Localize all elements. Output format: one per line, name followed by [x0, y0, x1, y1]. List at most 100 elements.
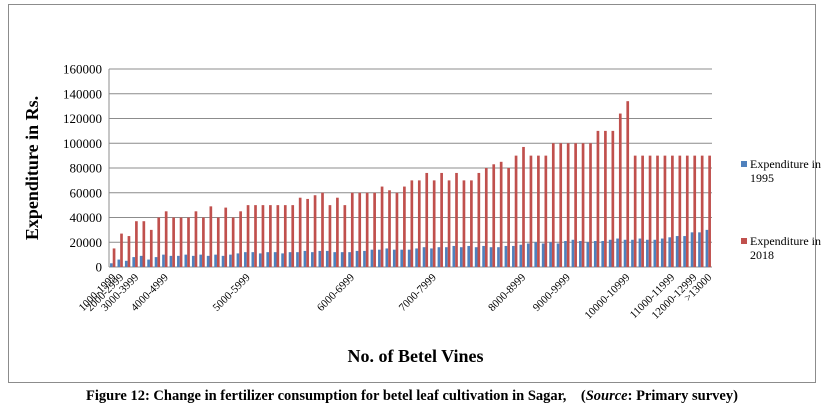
y-tick-label: 120000 — [63, 111, 102, 126]
bar-2018 — [209, 206, 213, 267]
bar-1995 — [392, 249, 396, 267]
bar-1995 — [512, 245, 515, 267]
bar-1995 — [191, 255, 195, 267]
x-tick-label: 7000-7999 — [397, 271, 440, 314]
bar-1995 — [638, 238, 642, 267]
bar-1995 — [593, 241, 597, 267]
bar-2018 — [298, 197, 302, 267]
bar-2018 — [708, 155, 711, 268]
bar-2018 — [581, 143, 585, 267]
bar-1995 — [236, 253, 240, 267]
bar-1995 — [258, 253, 262, 267]
bar-2018 — [350, 192, 354, 267]
bar-1995 — [407, 249, 411, 267]
bar-1995 — [541, 243, 545, 267]
bar-2018 — [112, 248, 116, 267]
x-axis-title: No. of Betel Vines — [348, 346, 484, 366]
bar-1995 — [683, 236, 686, 267]
bar-1995 — [370, 249, 374, 267]
bar-2018 — [313, 195, 317, 267]
bar-1995 — [504, 245, 508, 267]
y-tick-label: 20000 — [70, 235, 103, 250]
bar-2018 — [499, 161, 503, 267]
bar-1995 — [415, 248, 418, 267]
bar-2018 — [365, 192, 369, 267]
bar-2018 — [388, 190, 391, 267]
bar-2018 — [618, 113, 622, 267]
bar-1995 — [586, 242, 590, 267]
bar-2018 — [380, 186, 384, 267]
bar-2018 — [522, 146, 525, 267]
bar-1995 — [348, 252, 351, 267]
bar-2018 — [254, 205, 257, 268]
bar-1995 — [311, 252, 314, 267]
bar-2018 — [149, 229, 153, 268]
bar-2018 — [269, 205, 272, 268]
bar-1995 — [273, 252, 277, 267]
bar-2018 — [306, 198, 309, 267]
bar-2018 — [283, 205, 287, 268]
bar-1995 — [437, 247, 441, 267]
bar-2018 — [514, 155, 518, 268]
bar-1995 — [646, 239, 649, 267]
bar-2018 — [187, 217, 190, 267]
bar-1995 — [378, 249, 381, 267]
y-tick-label: 0 — [96, 260, 103, 275]
bar-2018 — [440, 172, 443, 267]
bar-1995 — [422, 247, 426, 267]
bar-2018 — [142, 221, 146, 267]
bar-2018 — [671, 155, 674, 268]
bar-2018 — [462, 180, 466, 268]
bar-1995 — [690, 232, 694, 267]
bar-1995 — [549, 242, 552, 267]
bar-2018 — [216, 217, 220, 267]
bar-2018 — [261, 205, 265, 268]
bar-2018 — [120, 233, 123, 267]
bar-2018 — [648, 155, 652, 268]
bar-1995 — [430, 248, 433, 267]
bar-1995 — [303, 250, 307, 267]
bar-2018 — [566, 143, 570, 267]
bar-2018 — [403, 186, 406, 267]
bar-2018 — [693, 155, 697, 268]
legend-swatch-2018 — [741, 238, 747, 244]
bar-1995 — [534, 242, 538, 267]
bar-2018 — [194, 211, 198, 267]
bar-2018 — [291, 205, 295, 268]
bar-2018 — [507, 168, 510, 267]
bar-2018 — [641, 155, 644, 268]
bar-1995 — [162, 254, 165, 268]
bar-1995 — [214, 254, 217, 268]
bar-1995 — [139, 255, 143, 267]
bar-2018 — [633, 155, 637, 268]
bar-2018 — [685, 155, 689, 268]
bar-1995 — [705, 229, 709, 268]
chart-frame: 0 20000 40000 60000 80000 100000 120000 140000 1… — [8, 4, 821, 383]
bar-1995 — [698, 232, 701, 267]
bar-2018 — [157, 217, 161, 267]
bar-1995 — [132, 257, 136, 267]
bar-1995 — [526, 243, 530, 267]
bar-1995 — [288, 252, 292, 267]
bar-2018 — [417, 180, 421, 268]
bar-1995 — [467, 245, 471, 267]
y-tick-label: 80000 — [70, 161, 103, 176]
bar-1995 — [623, 239, 627, 267]
bar-2018 — [700, 155, 704, 268]
bar-1995 — [333, 252, 337, 267]
bar-2018 — [202, 217, 205, 267]
bar-1995 — [177, 255, 180, 267]
bar-2018 — [470, 180, 473, 268]
bar-2018 — [626, 101, 630, 267]
bar-2018 — [373, 192, 376, 267]
bar-2018 — [432, 180, 436, 268]
bar-1995 — [489, 247, 493, 267]
bar-2018 — [179, 217, 183, 267]
bar-1995 — [631, 239, 634, 267]
y-tick-label: 60000 — [70, 185, 103, 200]
bar-1995 — [385, 248, 389, 267]
bar-1995 — [147, 259, 150, 267]
bar-1995 — [251, 252, 255, 267]
y-tick-label: 140000 — [63, 86, 102, 101]
bar-2018 — [395, 192, 399, 267]
